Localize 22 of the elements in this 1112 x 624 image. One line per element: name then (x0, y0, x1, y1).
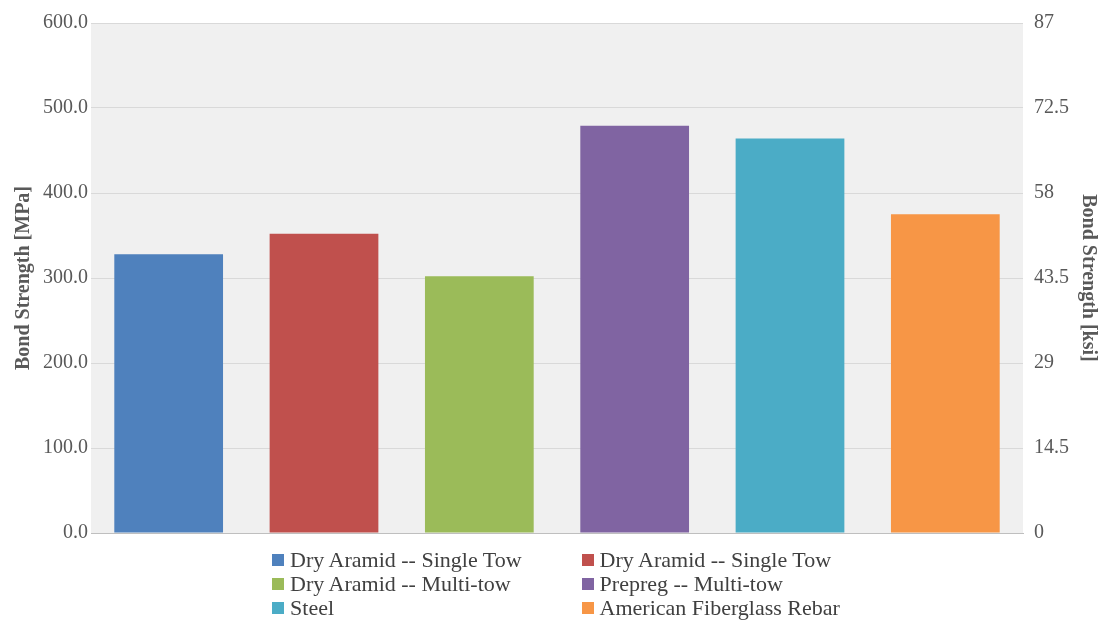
y-tick-label: 300.0 (43, 265, 88, 288)
y2-tick-label: 14.5 (1034, 435, 1069, 458)
y-tick-label: 100.0 (43, 435, 88, 458)
y2-tick-label: 87 (1034, 10, 1054, 33)
legend-label: Prepreg -- Multi-tow (599, 571, 783, 596)
legend-label: American Fiberglass Rebar (599, 595, 840, 620)
y-tick-label: 200.0 (43, 350, 88, 373)
y2-tick-label: 43.5 (1034, 265, 1069, 288)
legend-label: Dry Aramid -- Multi-tow (290, 571, 511, 596)
y2-tick-label: 58 (1034, 180, 1054, 203)
y-axis-title: Bond Strength [MPa] (11, 185, 35, 371)
y2-tick-label: 72.5 (1034, 95, 1069, 118)
y2-tick-label: 0 (1034, 520, 1044, 543)
y-tick-label: 500.0 (43, 95, 88, 118)
legend-label: Dry Aramid -- Single Tow (290, 547, 522, 572)
y2-axis-title: Bond Strength [ksi] (1077, 194, 1101, 362)
legend-label: Dry Aramid -- Single Tow (599, 547, 832, 572)
y2-tick-label: 29 (1034, 350, 1054, 373)
legend-label: Steel (290, 595, 335, 620)
y-tick-label: 600.0 (43, 10, 88, 33)
y-tick-label: 0.0 (63, 520, 88, 543)
y-tick-label: 400.0 (43, 180, 88, 203)
